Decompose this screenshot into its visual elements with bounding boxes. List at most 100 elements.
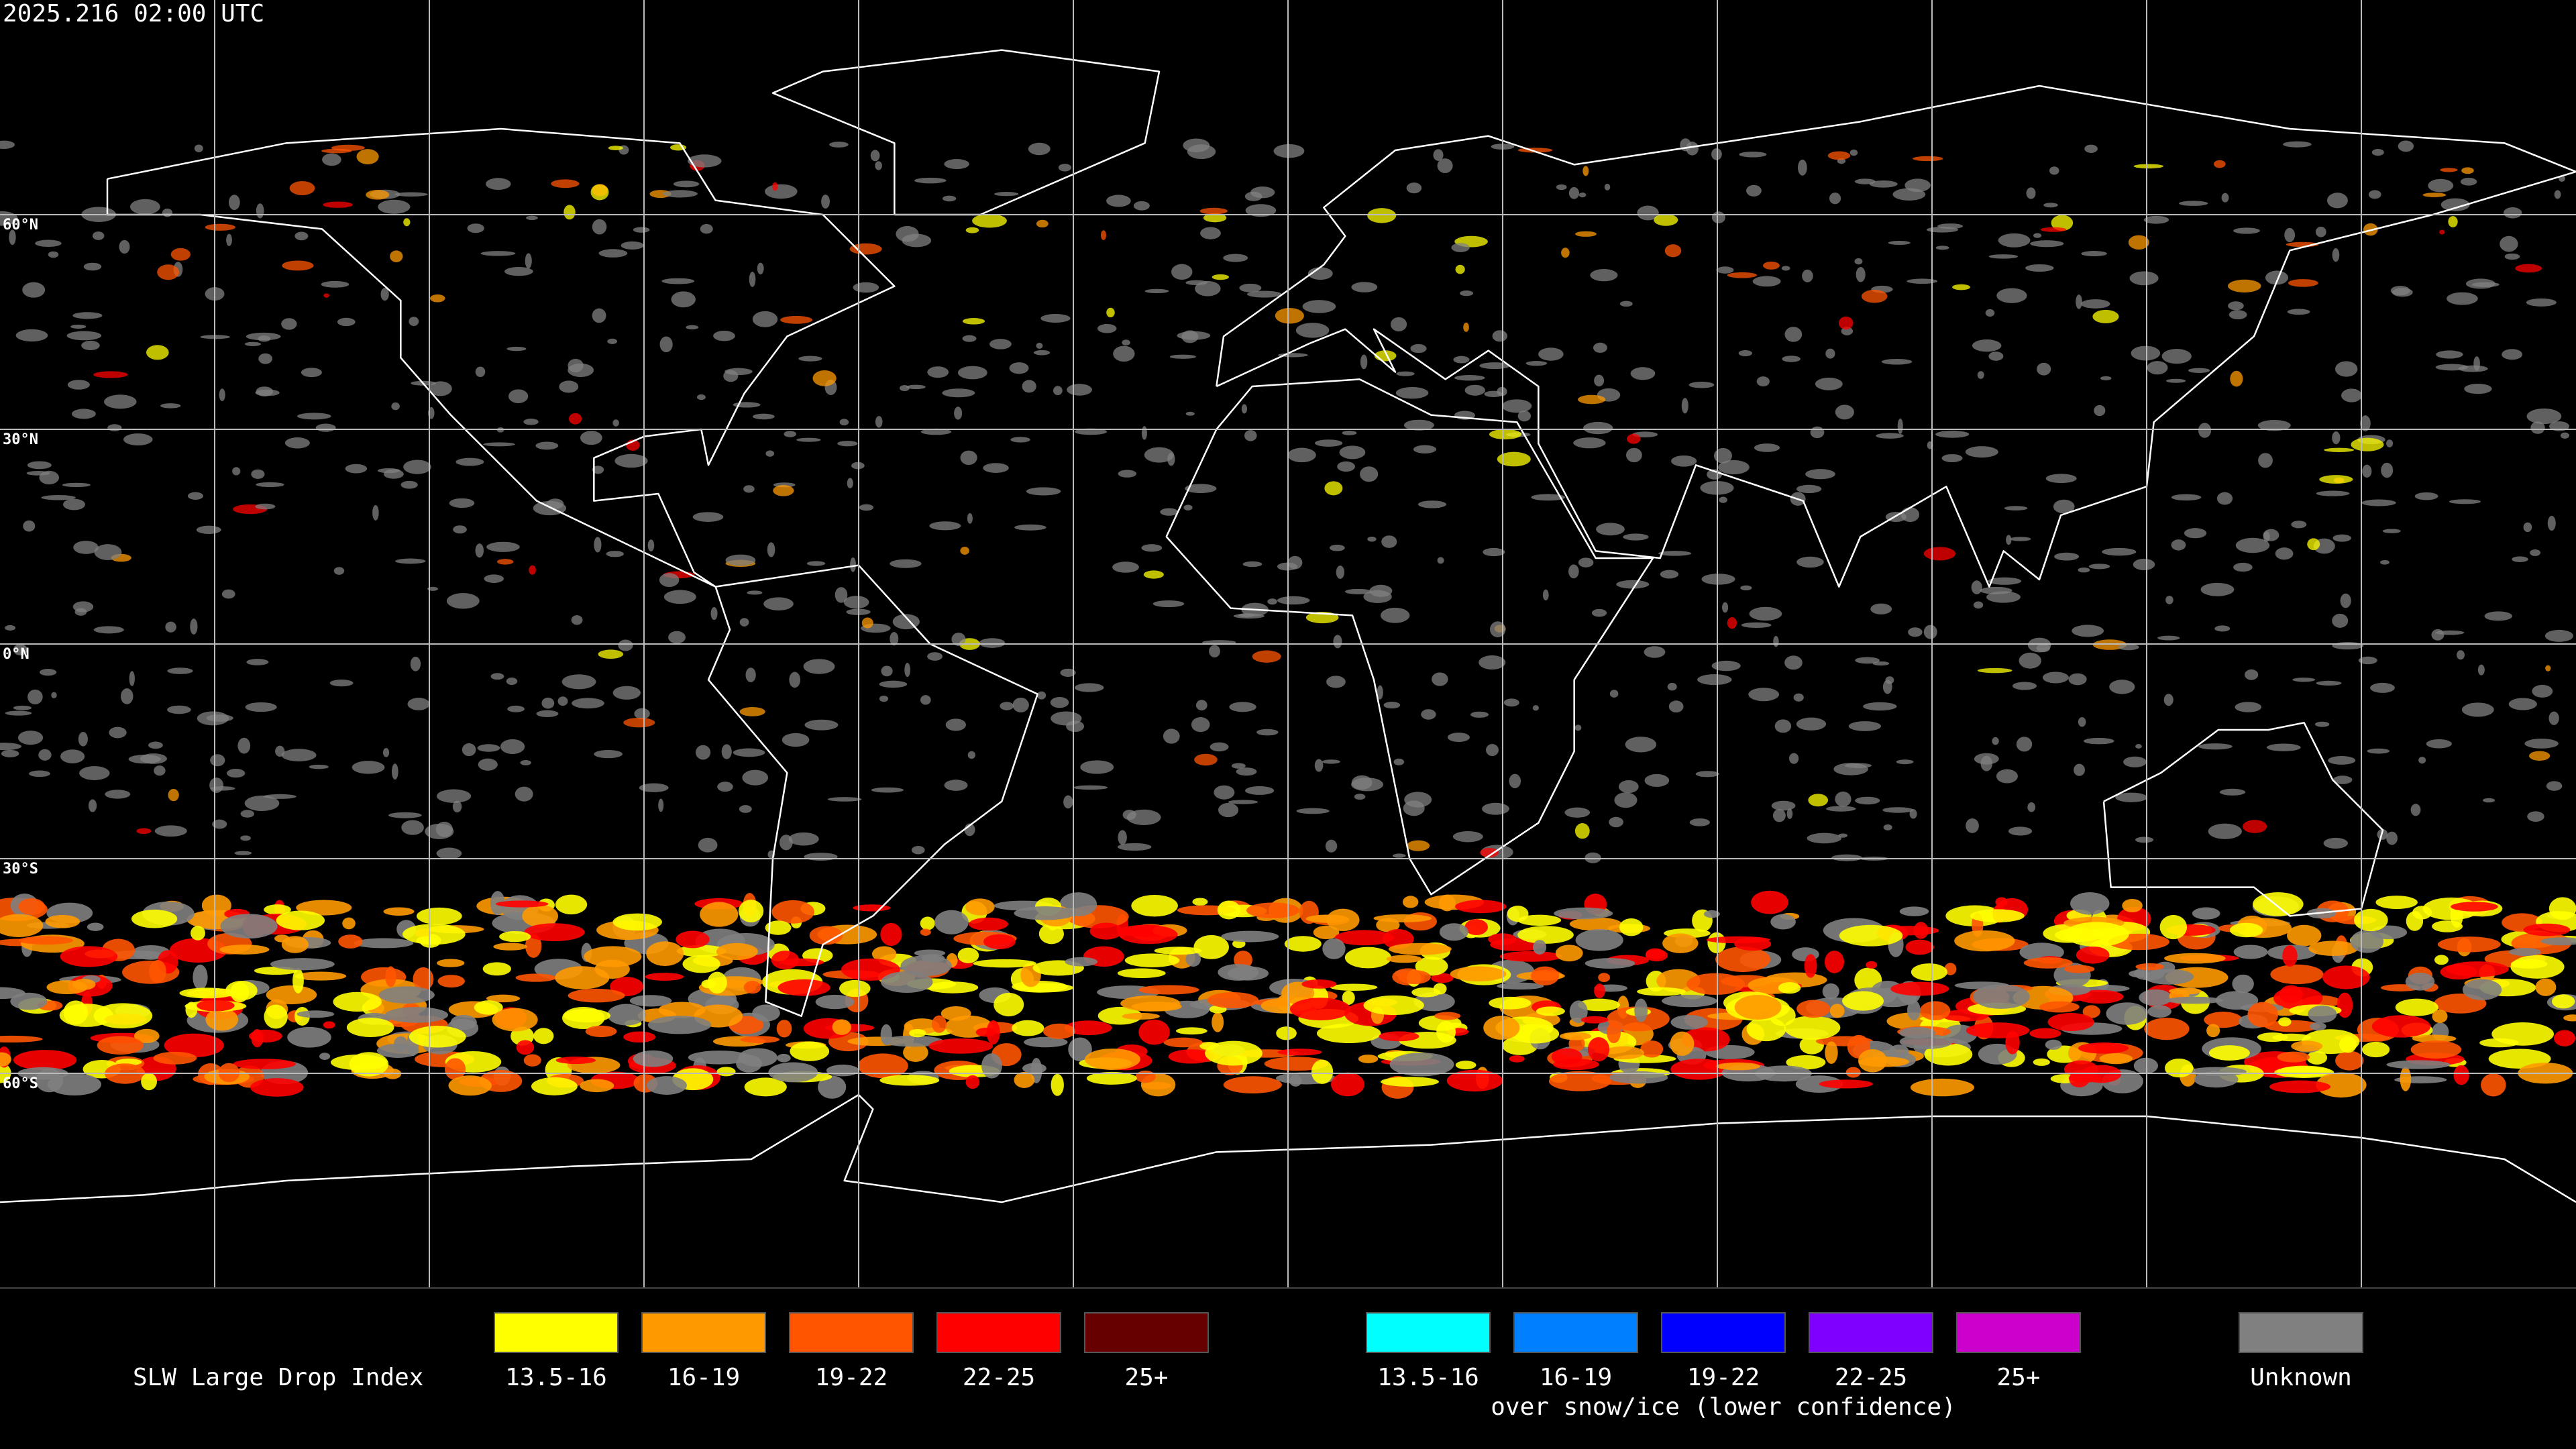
- cloud-blob: [345, 464, 368, 474]
- cloud-blob: [1311, 1059, 1334, 1084]
- cloud-blob: [1727, 617, 1737, 629]
- cloud-blob: [1531, 494, 1565, 501]
- cloud-blob: [2135, 837, 2154, 843]
- cloud-blob: [1036, 342, 1043, 349]
- cloud-blob: [2386, 831, 2398, 845]
- cloud-blob: [920, 928, 931, 936]
- cloud-blob: [1618, 780, 1639, 794]
- cloud-blob: [526, 215, 538, 221]
- cloud-blob: [850, 557, 856, 572]
- cloud-blob: [205, 223, 235, 231]
- cloud-blob: [376, 1043, 419, 1058]
- cloud-blob: [1307, 267, 1333, 280]
- cloud-blob: [2362, 464, 2372, 478]
- cloud-blob: [1367, 208, 1397, 223]
- cloud-blob: [201, 894, 231, 916]
- cloud-blob: [2410, 1040, 2462, 1059]
- cloud-blob: [93, 371, 128, 378]
- cloud-blob: [1223, 254, 1248, 262]
- cloud-blob: [954, 407, 963, 420]
- cloud-blob: [500, 739, 525, 755]
- legend-swatch: [1084, 1312, 1209, 1353]
- cloud-blob: [2029, 1028, 2061, 1039]
- cloud-blob: [1163, 729, 1180, 744]
- cloud-blob: [372, 504, 379, 521]
- cloud-blob: [2165, 996, 2223, 1004]
- cloud-blob: [2307, 538, 2320, 551]
- cloud-blob: [1740, 585, 1752, 591]
- cloud-blob: [10, 992, 48, 1010]
- cloud-blob: [1746, 184, 1762, 197]
- cloud-blob: [1330, 983, 1378, 991]
- cloud-blob: [1701, 574, 1735, 585]
- cloud-blob: [944, 780, 968, 791]
- cloud-blob: [1360, 466, 1379, 482]
- cloud-blob: [382, 748, 390, 757]
- cloud-blob: [524, 923, 585, 942]
- cloud-blob: [196, 525, 221, 534]
- cloud-blob: [1192, 898, 1208, 906]
- cloud-blob: [965, 898, 995, 916]
- cloud-blob: [39, 668, 57, 676]
- cloud-blob: [967, 751, 975, 759]
- cloud-blob: [1882, 680, 1892, 694]
- cloud-blob: [13, 1050, 77, 1071]
- cloud-blob: [1980, 755, 1993, 771]
- cloud-blob: [1756, 376, 1770, 387]
- cloud-blob: [1063, 795, 1073, 809]
- cloud-blob: [765, 184, 798, 199]
- cloud-blob: [535, 441, 559, 450]
- cloud-blob: [2341, 388, 2362, 402]
- cloud-blob: [1835, 791, 1851, 807]
- cloud-blob: [1686, 973, 1745, 996]
- cloud-blob: [507, 705, 525, 712]
- cloud-blob: [1324, 481, 1343, 496]
- cloud-blob: [2277, 1051, 2310, 1063]
- cloud-blob: [1822, 983, 1839, 1000]
- cloud-blob: [1246, 290, 1282, 298]
- cloud-blob: [41, 495, 76, 500]
- cloud-blob: [2045, 474, 2077, 484]
- cloud-blob: [1381, 535, 1397, 548]
- cloud-blob: [1036, 691, 1046, 700]
- cloud-blob: [1464, 384, 1485, 396]
- cloud-blob: [1033, 350, 1051, 356]
- cloud-blob: [929, 521, 961, 531]
- cloud-blob: [747, 590, 763, 595]
- cloud-blob: [1937, 223, 1964, 229]
- cloud-blob: [475, 543, 484, 558]
- cloud-blob: [2080, 299, 2110, 309]
- cloud-blob: [2526, 408, 2562, 425]
- cloud-blob: [1040, 314, 1071, 323]
- cloud-blob: [909, 1028, 926, 1038]
- cloud-blob: [2291, 521, 2307, 529]
- cloud-blob: [1668, 700, 1684, 713]
- cloud-blob: [2535, 978, 2557, 996]
- cloud-blob: [904, 663, 910, 678]
- cloud-blob: [504, 266, 533, 276]
- cloud-blob: [1866, 961, 1878, 969]
- cloud-blob: [292, 968, 304, 994]
- cloud-blob: [453, 525, 467, 534]
- cloud-blob: [170, 248, 191, 261]
- cloud-blob: [1802, 269, 1813, 282]
- cloud-blob: [72, 979, 96, 990]
- cloud-blob: [580, 431, 602, 445]
- cloud-blob: [1117, 843, 1152, 851]
- cloud-blob: [1574, 724, 1582, 731]
- cloud-blob: [2135, 963, 2165, 971]
- cloud-blob: [1470, 711, 1489, 718]
- cloud-blob: [1614, 792, 1638, 808]
- cloud-blob: [533, 1028, 554, 1044]
- cloud-blob: [244, 795, 280, 811]
- cloud-blob: [1143, 570, 1164, 579]
- cloud-blob: [134, 1028, 160, 1043]
- cloud-blob: [2092, 309, 2119, 323]
- cloud-blob: [2435, 364, 2469, 371]
- cloud-blob: [1971, 580, 1982, 594]
- cloud-blob: [1439, 923, 1468, 941]
- cloud-blob: [1276, 1026, 1297, 1040]
- cloud-blob: [2479, 1038, 2519, 1048]
- cloud-blob: [2315, 226, 2326, 237]
- cloud-blob: [2523, 923, 2571, 936]
